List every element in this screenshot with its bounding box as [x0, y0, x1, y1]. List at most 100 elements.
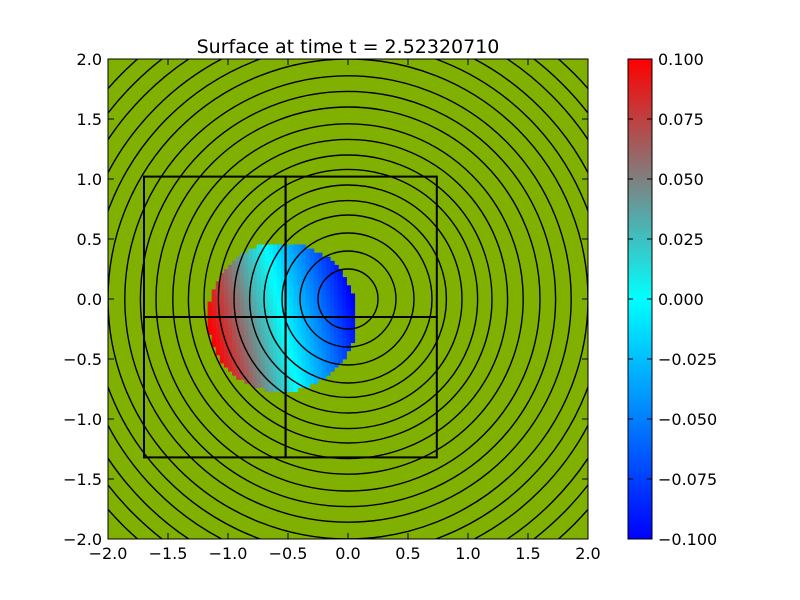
surface-cell: [232, 371, 237, 376]
surface-cell: [313, 362, 319, 368]
surface-cell: [248, 273, 254, 278]
surface-cell: [289, 256, 294, 262]
surface-cell: [240, 273, 245, 278]
surface-cell: [228, 338, 233, 344]
surface-cell: [240, 293, 245, 299]
surface-cell: [256, 383, 262, 388]
surface-cell: [268, 354, 274, 360]
surface-cell: [285, 248, 290, 254]
surface-cell: [228, 277, 233, 282]
surface-cell: [330, 305, 335, 311]
surface-cell: [260, 330, 266, 335]
surface-cell: [293, 281, 298, 286]
surface-cell: [248, 362, 254, 368]
surface-cell: [297, 362, 303, 368]
surface-cell: [301, 379, 307, 384]
y-tick-label: −0.5: [63, 350, 102, 369]
surface-cell: [276, 269, 282, 274]
surface-cell: [228, 366, 233, 372]
surface-cell: [338, 301, 343, 307]
surface-cell: [309, 289, 315, 295]
surface-cell: [264, 383, 270, 388]
surface-cell: [260, 338, 266, 344]
surface-cell: [211, 301, 217, 307]
surface-cell: [207, 301, 213, 307]
surface-cell: [309, 326, 315, 331]
surface-cell: [264, 371, 270, 376]
surface-cell: [244, 338, 249, 344]
surface-cell: [248, 358, 254, 364]
contour-line: [124, 75, 572, 523]
surface-cell: [293, 375, 298, 380]
surface-cell: [281, 244, 286, 250]
surface-cell: [281, 260, 286, 266]
surface-cell: [325, 366, 331, 372]
surface-cell: [281, 334, 286, 339]
surface-cell: [309, 293, 315, 299]
x-tick-label: 1.5: [515, 544, 540, 563]
surface-cell: [256, 350, 262, 356]
surface-cell: [256, 256, 262, 262]
surface-cell: [248, 350, 254, 356]
surface-cell: [276, 297, 282, 303]
surface-cell: [223, 293, 229, 299]
surface-cell: [317, 264, 323, 270]
surface-cell: [309, 281, 315, 286]
surface-cell: [248, 379, 254, 384]
surface-cell: [297, 358, 303, 364]
surface-cell: [240, 346, 245, 352]
contour-line: [155, 106, 541, 492]
surface-cell: [252, 322, 258, 327]
surface-cell: [321, 362, 327, 368]
surface-cell: [281, 326, 286, 331]
y-tick-label: 2.0: [77, 50, 102, 69]
surface-cell: [240, 305, 245, 311]
surface-cell: [338, 281, 343, 286]
surface-cell: [252, 248, 258, 254]
surface-cell: [276, 379, 282, 384]
surface-cell: [289, 260, 294, 266]
surface-cell: [260, 289, 266, 295]
surface-cell: [305, 330, 311, 335]
surface-cell: [338, 297, 343, 303]
surface-cell: [219, 305, 225, 311]
surface-cell: [281, 342, 286, 348]
surface-cell: [240, 366, 245, 372]
surface-cell: [313, 358, 319, 364]
surface-cell: [211, 326, 217, 331]
y-tick-label: 1.5: [77, 110, 102, 129]
surface-cell: [236, 322, 241, 327]
surface-cell: [219, 354, 225, 360]
surface-cell: [268, 305, 274, 311]
surface-cell: [228, 330, 233, 335]
surface-cell: [240, 289, 245, 295]
surface-cell: [330, 277, 335, 282]
surface-cell: [305, 301, 311, 307]
surface-cell: [342, 342, 347, 348]
colorbar-tick-label: 0.000: [658, 290, 704, 309]
surface-cell: [240, 269, 245, 274]
surface-cell: [232, 354, 237, 360]
surface-cell: [219, 309, 225, 315]
surface-cell: [305, 256, 311, 262]
surface-cell: [293, 383, 298, 388]
surface-cell: [248, 366, 254, 372]
surface-cell: [281, 252, 286, 258]
surface-cell: [252, 375, 258, 380]
surface-cell: [334, 346, 339, 352]
contour-line: [139, 90, 557, 508]
surface-cell: [338, 350, 343, 356]
surface-cell: [223, 297, 229, 303]
surface-cell: [293, 269, 298, 274]
surface-cell: [330, 334, 335, 339]
surface-cell: [325, 269, 331, 274]
surface-cell: [207, 330, 213, 335]
surface-cell: [244, 293, 249, 299]
surface-cell: [240, 334, 245, 339]
surface-cell: [211, 338, 217, 344]
surface-cell: [248, 277, 254, 282]
surface-cell: [223, 317, 229, 323]
surface-cell: [268, 350, 274, 356]
surface-cell: [309, 346, 315, 352]
surface-cell: [268, 334, 274, 339]
